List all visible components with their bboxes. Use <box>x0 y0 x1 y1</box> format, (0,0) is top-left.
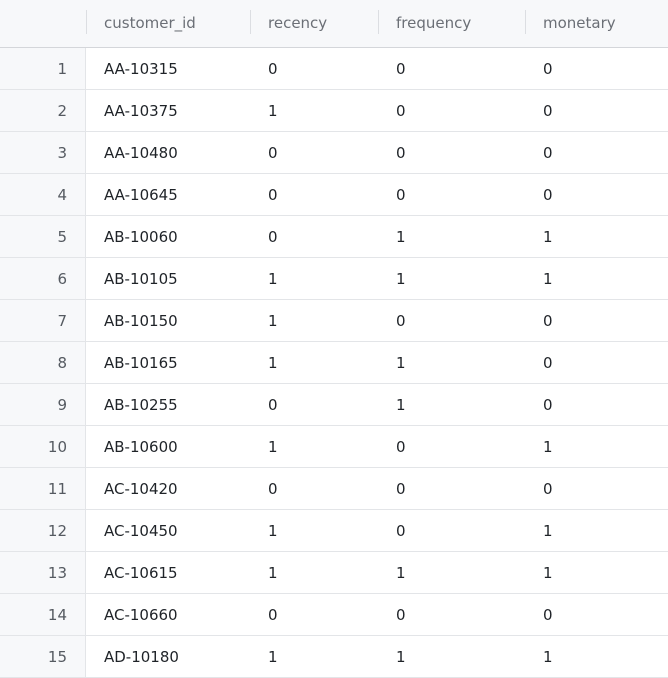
cell-monetary[interactable]: 0 <box>543 396 553 414</box>
table-row[interactable]: 2 AA-10375 1 0 0 <box>0 90 668 132</box>
table-row[interactable]: 7 AB-10150 1 0 0 <box>0 300 668 342</box>
cell-customer-id[interactable]: AD-10180 <box>104 648 179 666</box>
cell-frequency[interactable]: 1 <box>396 354 406 372</box>
cell-customer-id[interactable]: AB-10255 <box>104 396 178 414</box>
cell-recency[interactable]: 0 <box>268 60 278 78</box>
cell-customer-id[interactable]: AB-10060 <box>104 228 178 246</box>
cell-recency[interactable]: 1 <box>268 522 278 540</box>
cell-monetary[interactable]: 0 <box>543 480 553 498</box>
cell-customer-id[interactable]: AC-10450 <box>104 522 178 540</box>
cell-customer-id[interactable]: AC-10615 <box>104 564 178 582</box>
row-index: 4 <box>0 174 86 215</box>
cell-customer-id[interactable]: AB-10165 <box>104 354 178 372</box>
cell-frequency[interactable]: 0 <box>396 522 406 540</box>
table-row[interactable]: 9 AB-10255 0 1 0 <box>0 384 668 426</box>
table-body: 1 AA-10315 0 0 0 2 AA-10375 1 0 0 3 AA-10480 0 0 0 4 AA-… <box>0 48 668 678</box>
cell-monetary[interactable]: 0 <box>543 312 553 330</box>
cell-monetary[interactable]: 1 <box>543 648 553 666</box>
cell-customer-id[interactable]: AA-10480 <box>104 144 178 162</box>
cell-customer-id[interactable]: AA-10315 <box>104 60 178 78</box>
cell-customer-id[interactable]: AA-10375 <box>104 102 178 120</box>
table-row[interactable]: 13 AC-10615 1 1 1 <box>0 552 668 594</box>
cell-frequency[interactable]: 1 <box>396 564 406 582</box>
cell-frequency[interactable]: 0 <box>396 312 406 330</box>
cell-customer-id[interactable]: AA-10645 <box>104 186 178 204</box>
cell-monetary[interactable]: 0 <box>543 606 553 624</box>
column-header-frequency[interactable]: frequency <box>378 0 525 47</box>
index-header <box>0 0 86 47</box>
table-row[interactable]: 14 AC-10660 0 0 0 <box>0 594 668 636</box>
cell-recency[interactable]: 1 <box>268 312 278 330</box>
cell-customer-id[interactable]: AB-10150 <box>104 312 178 330</box>
cell-frequency[interactable]: 0 <box>396 144 406 162</box>
cell-monetary[interactable]: 1 <box>543 228 553 246</box>
cell-monetary[interactable]: 0 <box>543 102 553 120</box>
row-index: 7 <box>0 300 86 341</box>
cell-recency[interactable]: 0 <box>268 396 278 414</box>
cell-recency[interactable]: 0 <box>268 228 278 246</box>
cell-frequency[interactable]: 0 <box>396 60 406 78</box>
table-row[interactable]: 3 AA-10480 0 0 0 <box>0 132 668 174</box>
table-row[interactable]: 5 AB-10060 0 1 1 <box>0 216 668 258</box>
cell-monetary[interactable]: 0 <box>543 186 553 204</box>
table-row[interactable]: 10 AB-10600 1 0 1 <box>0 426 668 468</box>
row-index: 8 <box>0 342 86 383</box>
table-header: customer_id recency frequency monetary <box>0 0 668 48</box>
row-index: 6 <box>0 258 86 299</box>
table-row[interactable]: 1 AA-10315 0 0 0 <box>0 48 668 90</box>
table-row[interactable]: 8 AB-10165 1 1 0 <box>0 342 668 384</box>
cell-recency[interactable]: 1 <box>268 102 278 120</box>
cell-frequency[interactable]: 1 <box>396 228 406 246</box>
row-index: 9 <box>0 384 86 425</box>
cell-frequency[interactable]: 0 <box>396 480 406 498</box>
cell-frequency[interactable]: 1 <box>396 648 406 666</box>
cell-frequency[interactable]: 1 <box>396 396 406 414</box>
cell-recency[interactable]: 1 <box>268 648 278 666</box>
cell-monetary[interactable]: 0 <box>543 144 553 162</box>
cell-monetary[interactable]: 0 <box>543 60 553 78</box>
row-index: 12 <box>0 510 86 551</box>
row-index: 2 <box>0 90 86 131</box>
row-index: 1 <box>0 48 86 89</box>
cell-monetary[interactable]: 0 <box>543 354 553 372</box>
cell-frequency[interactable]: 0 <box>396 438 406 456</box>
cell-recency[interactable]: 0 <box>268 144 278 162</box>
cell-recency[interactable]: 0 <box>268 606 278 624</box>
cell-customer-id[interactable]: AC-10660 <box>104 606 178 624</box>
cell-monetary[interactable]: 1 <box>543 564 553 582</box>
cell-monetary[interactable]: 1 <box>543 522 553 540</box>
cell-monetary[interactable]: 1 <box>543 438 553 456</box>
cell-recency[interactable]: 0 <box>268 186 278 204</box>
table-row[interactable]: 12 AC-10450 1 0 1 <box>0 510 668 552</box>
table-row[interactable]: 6 AB-10105 1 1 1 <box>0 258 668 300</box>
cell-recency[interactable]: 0 <box>268 480 278 498</box>
column-header-recency[interactable]: recency <box>250 0 378 47</box>
table-row[interactable]: 15 AD-10180 1 1 1 <box>0 636 668 678</box>
row-index: 10 <box>0 426 86 467</box>
column-header-customer-id[interactable]: customer_id <box>86 0 250 47</box>
cell-monetary[interactable]: 1 <box>543 270 553 288</box>
row-index: 11 <box>0 468 86 509</box>
cell-recency[interactable]: 1 <box>268 354 278 372</box>
row-index: 3 <box>0 132 86 173</box>
cell-customer-id[interactable]: AB-10105 <box>104 270 178 288</box>
cell-recency[interactable]: 1 <box>268 270 278 288</box>
cell-customer-id[interactable]: AB-10600 <box>104 438 178 456</box>
row-index: 5 <box>0 216 86 257</box>
table-row[interactable]: 4 AA-10645 0 0 0 <box>0 174 668 216</box>
cell-frequency[interactable]: 0 <box>396 606 406 624</box>
cell-customer-id[interactable]: AC-10420 <box>104 480 178 498</box>
cell-frequency[interactable]: 0 <box>396 186 406 204</box>
row-index: 13 <box>0 552 86 593</box>
table-row[interactable]: 11 AC-10420 0 0 0 <box>0 468 668 510</box>
row-index: 14 <box>0 594 86 635</box>
cell-recency[interactable]: 1 <box>268 438 278 456</box>
cell-recency[interactable]: 1 <box>268 564 278 582</box>
cell-frequency[interactable]: 1 <box>396 270 406 288</box>
cell-frequency[interactable]: 0 <box>396 102 406 120</box>
column-header-monetary[interactable]: monetary <box>525 0 668 47</box>
row-index: 15 <box>0 636 86 677</box>
